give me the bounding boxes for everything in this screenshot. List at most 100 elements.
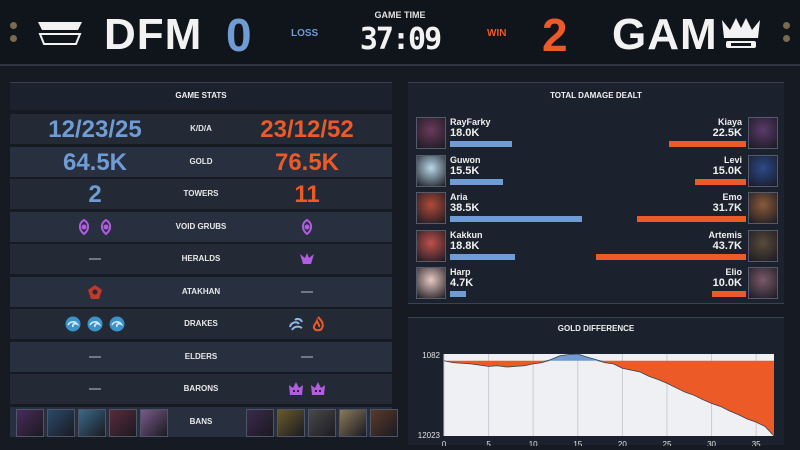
damage-panel: TOTAL DAMAGE DEALT — [408, 82, 784, 304]
stat-left-value: 64.5K — [62, 148, 128, 176]
damage-row: Kakkun 18.8K Artemis 43.7K — [410, 229, 782, 266]
stat-row: TOWERS 2 11 — [10, 179, 392, 210]
left-champion-portrait — [416, 229, 446, 262]
right-champion-portrait — [748, 192, 778, 224]
right-champion-portrait — [748, 117, 778, 149]
left-damage-bar — [450, 178, 504, 185]
stat-label: BARONS — [183, 384, 219, 393]
empty-dash — [301, 290, 313, 293]
left-series-score: 0 — [226, 9, 252, 61]
left-damage-bar — [450, 141, 512, 147]
stat-row: BANS — [10, 406, 398, 438]
x-tick-label: 5 — [486, 440, 491, 446]
left-team-name: DFM — [104, 10, 203, 59]
right-damage-value: 10.0K — [712, 277, 742, 289]
right-decor-dots — [783, 22, 793, 48]
x-tick-label: 30 — [707, 440, 716, 446]
stat-row: K/D/A 12/23/25 23/12/52 — [10, 114, 392, 145]
y-bottom-label: 12023 — [418, 431, 441, 440]
stat-label: GOLD — [189, 156, 213, 166]
stat-left-value: 2 — [88, 181, 102, 208]
stat-row: DRAKES — [10, 309, 392, 340]
stat-label: BANS — [189, 416, 213, 426]
game-time-label: GAME TIME — [374, 10, 426, 20]
left-player-name: Aria — [450, 192, 468, 202]
left-champion-portrait — [416, 267, 446, 299]
stat-label: HERALDS — [181, 254, 221, 263]
baron-icon — [287, 380, 305, 398]
left-damage-bar — [450, 291, 467, 297]
left-champion-portrait — [416, 117, 446, 149]
gold-diff-negative-area — [444, 360, 774, 436]
damage-title: TOTAL DAMAGE DEALT — [550, 91, 642, 100]
x-tick-label: 25 — [663, 440, 672, 446]
gold-diff-chart: 0 5 10 15 20 25 30 35 1082 12023 — [418, 351, 775, 446]
empty-dash — [301, 355, 313, 358]
right-damage-value: 31.7K — [712, 202, 742, 214]
right-damage-bar — [694, 178, 746, 185]
right-player-name: Elio — [725, 267, 742, 277]
stat-label: VOID GRUBS — [175, 221, 227, 231]
right-player-name: Levi — [723, 154, 742, 165]
atakhan-icon — [86, 283, 104, 301]
left-player-name: Kakkun — [450, 229, 483, 240]
stat-right-value: 23/12/52 — [260, 116, 354, 143]
stat-left-value: 12/23/25 — [48, 116, 142, 143]
void-grub-icon — [75, 218, 93, 236]
right-damage-bar — [668, 141, 746, 147]
stat-row: HERALDS — [10, 244, 392, 275]
herald-icon — [298, 250, 316, 268]
game-stats-panel: GAME STATS — [10, 82, 392, 110]
y-top-label: 1082 — [422, 351, 440, 360]
x-tick-label: 10 — [529, 440, 538, 446]
cloud-drake-icon — [287, 315, 305, 333]
right-ban-portrait — [308, 408, 336, 437]
gold-diff-panel: GOLD DIFFERENCE 0 5 10 15 20 25 30 35 1082 12023 — [408, 317, 784, 446]
right-damage-bar — [711, 291, 746, 297]
right-ban-portrait — [246, 408, 274, 437]
right-damage-value: 43.7K — [712, 239, 742, 252]
void-grub-icon — [298, 218, 316, 236]
stat-row: ELDERS — [10, 341, 392, 373]
stat-right-value: 11 — [294, 181, 320, 208]
left-decor-dots — [10, 22, 20, 48]
ocean-drake-icon — [108, 315, 126, 333]
left-result: LOSS — [291, 28, 319, 39]
damage-row: Guwon 15.5K Levi 15.0K — [410, 154, 782, 191]
stat-right-value: 76.5K — [274, 148, 340, 176]
dfm-logo — [34, 18, 86, 48]
left-champion-portrait — [416, 192, 446, 224]
x-tick-label: 15 — [573, 440, 582, 446]
left-damage-bar — [450, 253, 515, 260]
left-damage-value: 15.5K — [450, 164, 480, 177]
ocean-drake-icon — [64, 315, 82, 333]
stat-label: DRAKES — [184, 319, 218, 328]
gam-logo — [718, 14, 764, 54]
empty-dash — [89, 388, 101, 390]
left-ban-portrait — [16, 408, 44, 437]
damage-row: Aria 38.5K Emo 31.7K — [410, 192, 782, 228]
left-damage-value: 38.5K — [450, 202, 480, 214]
right-champion-portrait — [748, 229, 778, 262]
right-damage-bar — [596, 253, 746, 260]
infernal-drake-icon — [309, 315, 327, 333]
right-player-name: Kiaya — [717, 117, 742, 127]
right-damage-bar — [637, 216, 746, 222]
left-damage-bar — [450, 216, 583, 222]
right-ban-portrait — [277, 408, 305, 437]
stat-label: TOWERS — [183, 189, 219, 198]
left-ban-portrait — [78, 408, 106, 437]
damage-row: Harp 4.7K Elio 10.0K — [410, 267, 782, 303]
left-ban-portrait — [109, 408, 137, 437]
right-damage-value: 22.5K — [712, 127, 742, 139]
stat-label: ELDERS — [184, 351, 218, 361]
left-damage-value: 18.0K — [450, 127, 480, 139]
left-player-name: Guwon — [450, 154, 481, 165]
game-time-value: 37:09 — [359, 22, 442, 57]
empty-dash — [89, 258, 101, 260]
right-player-name: Emo — [722, 192, 742, 202]
left-ban-portrait — [140, 408, 168, 437]
right-result: WIN — [487, 28, 507, 39]
right-damage-value: 15.0K — [712, 164, 742, 177]
left-damage-value: 18.8K — [450, 239, 480, 252]
